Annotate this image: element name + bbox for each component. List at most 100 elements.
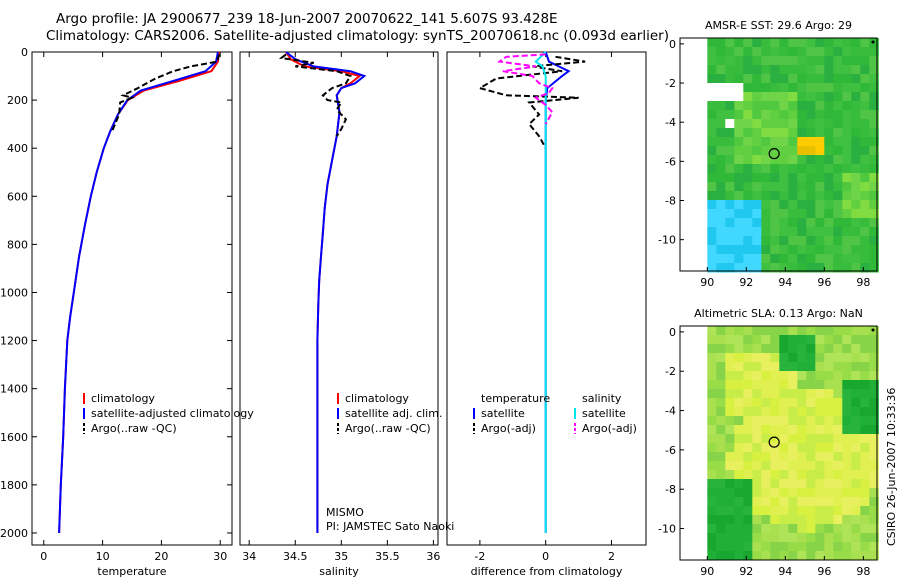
sst_map-cell: [788, 101, 798, 111]
sla_map-cell: [842, 506, 852, 516]
sst_map-cell: [770, 65, 780, 75]
sst_map-cell: [779, 263, 789, 273]
sst_map-cell: [788, 56, 798, 66]
sla_map-cell: [779, 416, 789, 426]
sla_map-cell: [860, 380, 870, 390]
sst_map-cell: [734, 38, 744, 48]
sst_map-cell: [869, 155, 879, 165]
sst_map-cell: [752, 83, 762, 93]
sla_map-cell: [851, 533, 861, 543]
sla_map-cell: [707, 470, 717, 480]
sst_map-cell: [752, 218, 762, 228]
sla_map-cell: [725, 542, 735, 552]
sst_map-cell: [815, 128, 825, 138]
sst_map-cell: [860, 245, 870, 255]
sst_map-cell: [716, 182, 726, 192]
sla_map-cell: [806, 371, 816, 381]
sst_map-cell: [752, 245, 762, 255]
sst_map-cell: [725, 155, 735, 165]
sst_map-cell: [716, 137, 726, 147]
sst_map-cell: [725, 56, 735, 66]
sla_map-cell: [734, 326, 744, 336]
sst_map-cell: [851, 245, 861, 255]
sla_map-cell: [725, 479, 735, 489]
temperature-series-argo-raw-qc-: [111, 54, 221, 132]
sst_map-cell: [851, 65, 861, 75]
sla_map-cell: [833, 371, 843, 381]
temperature-ytick-label: 200: [7, 94, 28, 107]
sst_map-cell: [716, 191, 726, 201]
sst_map-cell: [842, 200, 852, 210]
sst_map-cell: [770, 227, 780, 237]
sst_map-cell: [770, 155, 780, 165]
sla_map-cell: [860, 371, 870, 381]
temperature-legend-item-label: climatology: [91, 392, 155, 405]
sst_map-cell: [725, 101, 735, 111]
sst_map-cell: [815, 182, 825, 192]
sst_map-cell: [725, 164, 735, 174]
sst_map-cell: [779, 227, 789, 237]
sst_map-cell: [833, 164, 843, 174]
sst_map-cell: [797, 191, 807, 201]
sla_map-cell: [770, 452, 780, 462]
sla_map-cell: [869, 497, 879, 507]
sst_map-cell: [806, 227, 816, 237]
sst_map-cell: [779, 155, 789, 165]
sla_map-cell: [761, 416, 771, 426]
sla_map-cell: [707, 335, 717, 345]
sst_map-cell: [833, 209, 843, 219]
difference-legend-item-label: satellite: [481, 407, 525, 420]
sla_map-cell: [707, 443, 717, 453]
sla_map-cell: [752, 470, 762, 480]
sla_map-cell: [869, 353, 879, 363]
sst_map-ytick-label: -8: [665, 195, 676, 208]
sla_map-cell: [770, 398, 780, 408]
sst_map-cell: [833, 191, 843, 201]
sst_map-cell: [869, 218, 879, 228]
sla_map-cell: [707, 353, 717, 363]
sla_map-cell: [824, 416, 834, 426]
sst_map-argo-marker: [768, 148, 780, 160]
sst_map-cell: [779, 173, 789, 183]
sst_map-cell: [770, 146, 780, 156]
sla_map-cell: [716, 443, 726, 453]
sla_map-cell: [743, 497, 753, 507]
sst_map-cell: [779, 65, 789, 75]
sst_map-cell: [842, 254, 852, 264]
sla_map-cell: [779, 353, 789, 363]
sla_map-cell: [851, 380, 861, 390]
sla_map-cell: [761, 380, 771, 390]
sla_map-cell: [824, 515, 834, 525]
sst_map-cell: [851, 254, 861, 264]
sla_map-ytick-label: -4: [665, 405, 676, 418]
sla_map-cell: [797, 470, 807, 480]
sla_map-cell: [707, 434, 717, 444]
sla_map-cell: [806, 380, 816, 390]
sla_map-cell: [869, 533, 879, 543]
sla_map-cell: [707, 479, 717, 489]
sst_map-cell: [806, 200, 816, 210]
sst_map-cell: [707, 56, 717, 66]
sst_map-cell: [788, 209, 798, 219]
sst_map-cell: [716, 164, 726, 174]
sla_map-cell: [842, 488, 852, 498]
sla_map-cell: [806, 389, 816, 399]
sst_map-cell: [806, 263, 816, 273]
sla_map-cell: [860, 326, 870, 336]
sla_map-cell: [833, 506, 843, 516]
sla_map-cell: [797, 524, 807, 534]
sst_map-cell: [725, 65, 735, 75]
sla_map-field: [707, 326, 879, 561]
sla_map-cell: [770, 362, 780, 372]
sla_map-cell: [806, 506, 816, 516]
sst_map-cell: [734, 74, 744, 84]
sla_map-cell: [860, 398, 870, 408]
sst_map-cell: [824, 56, 834, 66]
sst_map-cell: [833, 65, 843, 75]
sst_map-cell: [707, 65, 717, 75]
sst_map-cell: [833, 128, 843, 138]
sst_map-cell: [851, 191, 861, 201]
sst_map-cell: [815, 245, 825, 255]
sst_map-cell: [725, 236, 735, 246]
sst_map-cell: [815, 119, 825, 129]
